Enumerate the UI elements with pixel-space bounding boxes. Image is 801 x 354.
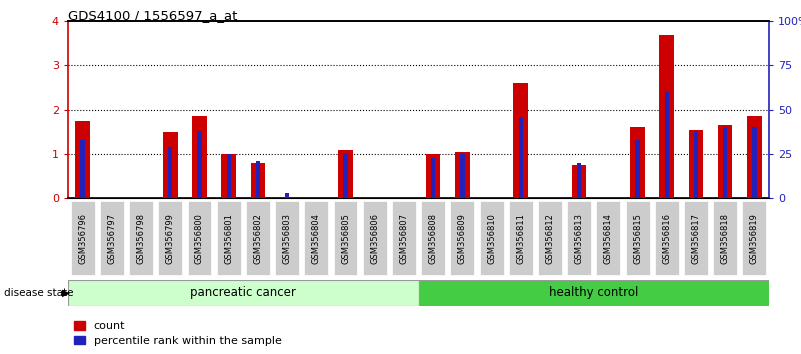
Bar (192, 116, 207, 198)
Bar (567, 201, 591, 275)
Text: GSM356815: GSM356815 (633, 213, 642, 263)
Bar (577, 163, 582, 198)
Text: GSM356816: GSM356816 (662, 212, 671, 264)
Bar (246, 201, 270, 275)
Text: GSM356810: GSM356810 (487, 213, 496, 263)
Bar (333, 201, 357, 275)
Bar (431, 158, 435, 198)
Text: GSM356796: GSM356796 (78, 212, 87, 264)
Text: GSM356812: GSM356812 (545, 213, 554, 263)
Bar (70, 201, 95, 275)
Bar (418, 280, 769, 306)
Text: GSM356817: GSM356817 (691, 212, 700, 264)
Bar (538, 201, 562, 275)
Bar (256, 161, 260, 198)
Bar (68, 280, 418, 306)
Bar (344, 154, 348, 198)
Text: GSM356809: GSM356809 (458, 213, 467, 263)
Bar (100, 201, 124, 275)
Bar (694, 131, 698, 198)
Text: GSM356797: GSM356797 (107, 212, 116, 264)
Text: GSM356803: GSM356803 (283, 212, 292, 264)
Bar (518, 117, 523, 198)
Bar (659, 34, 674, 198)
Text: healthy control: healthy control (549, 286, 638, 299)
Bar (597, 201, 620, 275)
Text: GSM356802: GSM356802 (253, 213, 263, 263)
Text: GDS4100 / 1556597_a_at: GDS4100 / 1556597_a_at (68, 9, 237, 22)
Text: disease state: disease state (4, 288, 74, 298)
Bar (743, 201, 767, 275)
Text: GSM356813: GSM356813 (574, 212, 584, 264)
Text: pancreatic cancer: pancreatic cancer (191, 286, 296, 299)
Bar (635, 140, 640, 198)
Bar (275, 201, 299, 275)
Bar (426, 154, 441, 198)
Bar (80, 140, 85, 198)
Bar (718, 125, 732, 198)
Bar (421, 201, 445, 275)
Text: GSM356819: GSM356819 (750, 213, 759, 263)
Bar (480, 201, 504, 275)
Text: GSM356806: GSM356806 (370, 212, 379, 264)
Bar (455, 152, 469, 198)
Bar (159, 201, 183, 275)
Text: ▶: ▶ (62, 288, 70, 298)
Text: GSM356800: GSM356800 (195, 213, 204, 263)
Bar (251, 163, 265, 198)
Bar (665, 92, 669, 198)
Text: GSM356805: GSM356805 (341, 213, 350, 263)
Bar (227, 154, 231, 198)
Bar (630, 127, 645, 198)
Bar (689, 130, 703, 198)
Bar (626, 201, 650, 275)
Bar (338, 149, 352, 198)
Bar (75, 121, 90, 198)
Bar (513, 83, 528, 198)
Bar (509, 201, 533, 275)
Bar (747, 116, 762, 198)
Text: GSM356811: GSM356811 (516, 213, 525, 263)
Bar (752, 127, 757, 198)
Bar (129, 201, 153, 275)
Bar (654, 201, 678, 275)
Text: GSM356801: GSM356801 (224, 213, 233, 263)
Bar (713, 201, 737, 275)
Bar (221, 154, 236, 198)
Bar (723, 127, 727, 198)
Bar (684, 201, 708, 275)
Bar (217, 201, 240, 275)
Text: GSM356807: GSM356807 (400, 212, 409, 264)
Text: GSM356818: GSM356818 (721, 212, 730, 264)
Text: GSM356808: GSM356808 (429, 212, 437, 264)
Bar (285, 193, 289, 198)
Text: GSM356799: GSM356799 (166, 213, 175, 263)
Bar (363, 201, 387, 275)
Bar (304, 201, 328, 275)
Bar (163, 132, 178, 198)
Bar (460, 154, 465, 198)
Text: GSM356804: GSM356804 (312, 213, 321, 263)
Text: GSM356814: GSM356814 (604, 213, 613, 263)
Bar (450, 201, 474, 275)
Bar (168, 147, 172, 198)
Legend: count, percentile rank within the sample: count, percentile rank within the sample (74, 321, 281, 346)
Bar (572, 165, 586, 198)
Bar (392, 201, 416, 275)
Bar (187, 201, 211, 275)
Text: GSM356798: GSM356798 (137, 212, 146, 264)
Bar (197, 131, 202, 198)
